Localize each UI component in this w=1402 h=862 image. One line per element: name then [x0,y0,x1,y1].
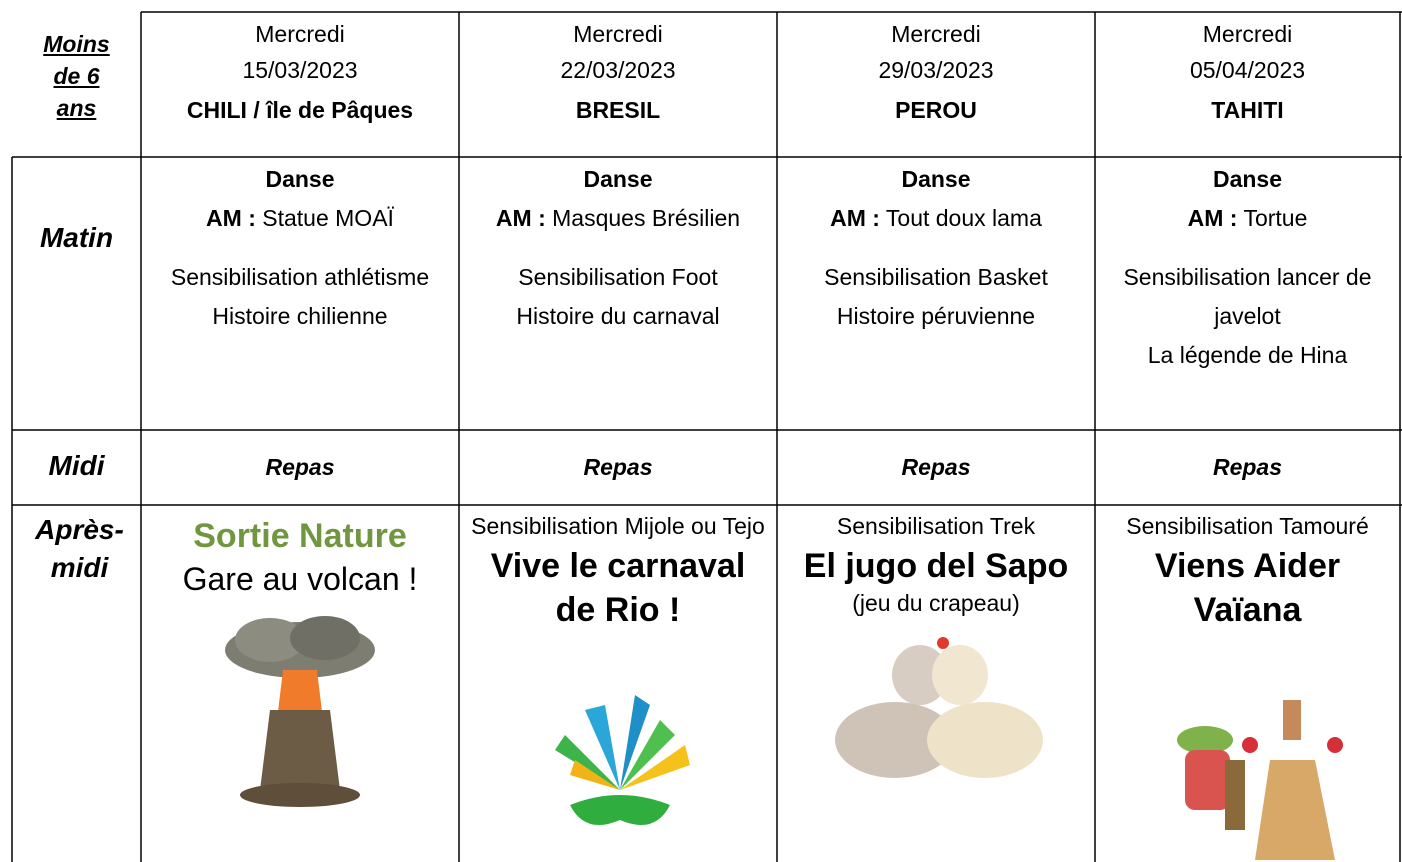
am-line: AM : Statue MOAÏ [149,199,451,238]
day-name: Mercredi [891,21,981,47]
activity-line: Sensibilisation lancer de javelot [1123,264,1372,329]
row-label-text: Après-midi [35,514,124,583]
morning-cell: Danse AM : Tout doux lama Sensibilisation … [777,160,1095,430]
intro: Sensibilisation Trek [836,513,1036,539]
noon-cell: Repas [459,430,777,505]
outing-title: Sortie Nature [193,517,407,555]
activity-title: Danse [901,166,971,192]
morning-cell: Danse AM : Tortue Sensibilisation lancer d… [1095,160,1400,430]
intro: Sensibilisation Mijole ou Tejo [471,513,765,539]
activity-line: Histoire chilienne [212,303,388,329]
outing-subtitle: Gare au volcan ! [182,561,418,597]
am-text: Statue MOAÏ [262,205,394,231]
morning-cell: Danse AM : Masques Brésilien Sensibilisati… [459,160,777,430]
theme: PEROU [895,97,977,123]
activity-title: Danse [583,166,653,192]
am-label: AM : [495,205,546,231]
afternoon-cell: Sortie Nature Gare au volcan ! [141,508,459,608]
date: 22/03/2023 [560,57,676,83]
noon-label: Midi [12,430,141,505]
corner-text: ans [56,95,97,121]
day-name: Mercredi [255,21,345,47]
afternoon-label: Après-midi [12,505,141,862]
morning-cell: Danse AM : Statue MOAÏ Sensibilisation ath… [141,160,459,430]
am-label: AM : [1187,205,1238,231]
activity-line: Sensibilisation Basket [824,264,1048,290]
am-line: AM : Tortue [1103,199,1392,238]
am-text: Tout doux lama [885,205,1042,231]
day-header: Mercredi 22/03/2023 BRESIL [459,12,777,157]
activity-line: Sensibilisation Foot [518,264,718,290]
day-header: Mercredi 29/03/2023 PEROU [777,12,1095,157]
activity-title: Danse [265,166,335,192]
noon-cell: Repas [1095,430,1400,505]
corner-text: de 6 [53,63,100,89]
meal: Repas [583,454,653,480]
afternoon-cell: Sensibilisation Mijole ou Tejo Vive le ca… [459,508,777,629]
corner-cell: Moins de 6 ans [12,28,141,157]
theme: TAHITI [1211,97,1284,123]
note: (jeu du crapeau) [852,590,1020,616]
spacer [1103,238,1392,258]
theme: CHILI / île de Pâques [186,97,414,123]
meal: Repas [265,454,335,480]
am-line: AM : Masques Brésilien [467,199,769,238]
noon-cell: Repas [141,430,459,505]
theme: BRESIL [575,97,661,123]
date: 05/04/2023 [1189,57,1306,83]
day-header: Mercredi 05/04/2023 TAHITI [1095,12,1400,157]
day-name: Mercredi [1202,21,1293,47]
activity-line: La légende de Hina [1147,342,1348,368]
am-label: AM : [830,205,880,231]
date: 29/03/2023 [878,57,994,83]
activity-line: Histoire du carnaval [516,303,720,329]
activity-line: Sensibilisation athlétisme [170,264,430,290]
afternoon-cell: Sensibilisation Tamouré Viens Aider Vaïan… [1095,508,1400,629]
am-text: Masques Brésilien [552,205,741,231]
row-label-text: Matin [39,222,114,253]
activity-line: Histoire péruvienne [836,303,1036,329]
tahiti-dancers-image [1177,700,1343,860]
event-title: Vive le carnaval de Rio ! [490,547,746,629]
carnival-mask-image [555,695,690,825]
meal: Repas [901,454,971,480]
am-text: Tortue [1243,205,1308,231]
volcano-image [225,616,375,807]
intro: Sensibilisation Tamouré [1126,513,1369,539]
corner-text: Moins [43,31,110,57]
morning-label: Matin [12,157,141,430]
afternoon-cell: Sensibilisation Trek El jugo del Sapo (jeu… [777,508,1095,616]
spacer [785,238,1087,258]
am-label: AM : [206,205,256,231]
meal: Repas [1212,454,1283,480]
spacer [149,238,451,258]
day-name: Mercredi [573,21,663,47]
event-title: Viens Aider Vaïana [1154,547,1341,629]
event-title: El jugo del Sapo [803,547,1069,585]
row-label-text: Midi [48,450,105,481]
day-header: Mercredi 15/03/2023 CHILI / île de Pâques [141,12,459,157]
noon-cell: Repas [777,430,1095,505]
am-line: AM : Tout doux lama [785,199,1087,238]
date: 15/03/2023 [242,57,358,83]
activity-title: Danse [1212,166,1283,192]
llamas-image [835,637,1043,778]
spacer [467,238,769,258]
